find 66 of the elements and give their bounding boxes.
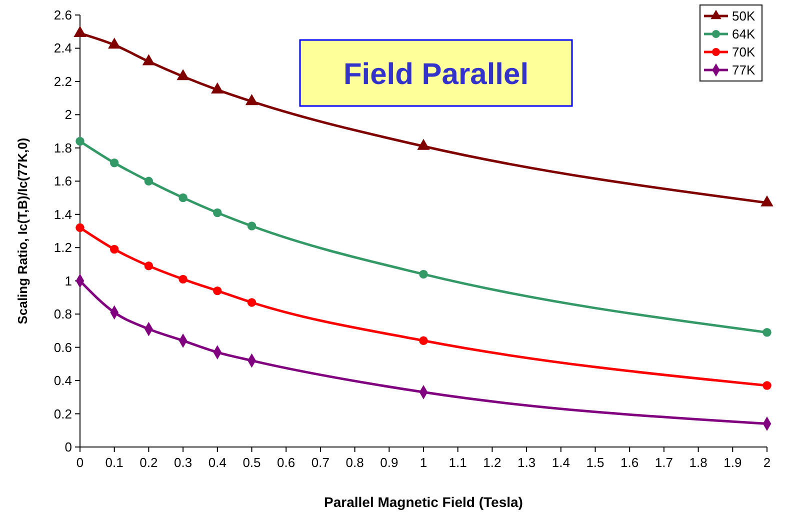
point xyxy=(74,26,86,37)
x-tick-label: 1.5 xyxy=(586,455,604,470)
x-tick-label: 1.1 xyxy=(448,455,467,470)
point xyxy=(213,208,222,218)
point xyxy=(247,298,256,307)
x-tick-label: 0.3 xyxy=(174,455,192,470)
x-tick-label: 0.1 xyxy=(105,455,124,470)
point xyxy=(144,176,154,186)
legend-label: 64K xyxy=(732,26,756,42)
x-tick-label: 0 xyxy=(76,455,84,470)
y-tick-label: 0.6 xyxy=(54,340,72,355)
y-tick-label: 0.2 xyxy=(54,406,72,422)
y-tick-label: 1.4 xyxy=(54,206,72,222)
x-tick-label: 0.5 xyxy=(242,455,261,470)
point xyxy=(760,195,774,206)
point xyxy=(762,328,772,337)
point xyxy=(144,262,154,270)
y-tick-label: 1 xyxy=(64,273,72,288)
point xyxy=(213,286,222,296)
y-tick-label: 0.8 xyxy=(54,306,72,322)
y-axis-title: Scaling Ratio, Ic(T,B)/Ic(77K,0) xyxy=(15,138,30,324)
y-tick-label: 1.6 xyxy=(54,174,72,189)
y-tick-label: 0.4 xyxy=(54,373,72,388)
x-tick-label: 1.2 xyxy=(483,455,502,470)
y-tick-label: 1.2 xyxy=(54,240,72,256)
point xyxy=(176,69,190,80)
legend-label: 50K xyxy=(732,8,756,24)
point xyxy=(178,274,188,284)
text: Field Parallel xyxy=(343,58,529,91)
x-tick-label: 1.9 xyxy=(724,455,742,470)
x-tick-label: 1.8 xyxy=(689,455,708,470)
point xyxy=(110,244,119,254)
point xyxy=(417,138,430,150)
point xyxy=(247,222,256,230)
y-tick-label: 1.8 xyxy=(54,140,72,156)
point xyxy=(211,82,224,94)
y-tick-label: 2 xyxy=(64,107,72,122)
point xyxy=(245,94,258,106)
x-tick-label: 2 xyxy=(763,455,771,470)
x-tick-label: 1.4 xyxy=(552,455,570,470)
point xyxy=(76,136,84,146)
x-tick-label: 0.4 xyxy=(208,455,226,470)
x-tick-label: 1.6 xyxy=(620,455,639,470)
point xyxy=(762,381,772,390)
point xyxy=(76,223,84,232)
legend-label: 70K xyxy=(732,44,756,60)
point xyxy=(142,54,156,66)
point xyxy=(110,158,119,168)
point xyxy=(108,38,121,49)
x-tick-label: 0.6 xyxy=(277,455,296,470)
x-tick-label: 1 xyxy=(420,455,428,470)
point xyxy=(178,193,188,202)
x-tick-label: 1.3 xyxy=(518,455,536,470)
legend-label: 77K xyxy=(732,62,756,78)
x-axis-title: Parallel Magnetic Field (Tesla) xyxy=(324,494,523,510)
x-tick-label: 0.9 xyxy=(380,455,398,470)
y-tick-label: 0 xyxy=(64,440,72,454)
point xyxy=(419,336,428,346)
y-tick-label: 2.4 xyxy=(54,40,72,56)
x-tick-label: 0.8 xyxy=(346,455,364,470)
x-tick-label: 1.7 xyxy=(654,455,673,470)
y-tick-label: 2.2 xyxy=(54,74,72,89)
y-tick-label: 2.6 xyxy=(54,8,72,22)
point xyxy=(419,270,428,279)
x-tick-label: 0.2 xyxy=(140,455,158,470)
x-tick-label: 0.7 xyxy=(311,455,330,470)
